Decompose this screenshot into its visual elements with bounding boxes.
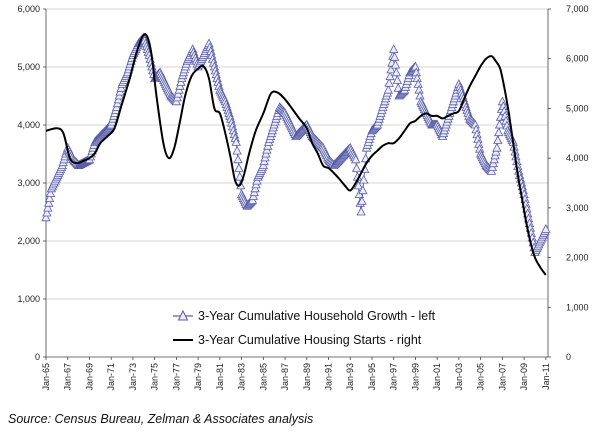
household-growth-point [359, 174, 369, 184]
household-growth-point [353, 180, 364, 190]
household-growth-point [393, 82, 403, 92]
x-tick-label: Jan-79 [193, 363, 203, 391]
household-growth-point [43, 202, 53, 212]
household-growth-point [494, 127, 504, 137]
right-tick-label: 2,000 [566, 253, 589, 263]
household-growth-point [41, 212, 51, 222]
x-tick-label: Jan-71 [106, 363, 116, 391]
household-growth-point [493, 135, 503, 144]
left-tick-label: 6,000 [17, 4, 40, 14]
household-growth-point [44, 193, 55, 202]
gridlines [46, 8, 548, 300]
left-tick-label: 0 [35, 352, 40, 362]
household-growth-point [351, 154, 361, 164]
right-axis-tick-labels: 0 1,000 2,000 3,000 4,000 5,000 6,000 7,000 [548, 4, 589, 362]
household-growth-point [389, 51, 400, 61]
household-growth-point [42, 207, 52, 217]
right-tick-label: 0 [566, 352, 571, 362]
x-tick-label: Jan-97 [389, 363, 399, 391]
left-tick-label: 2,000 [17, 236, 40, 246]
x-tick-label: Jan-85 [258, 363, 268, 391]
x-tick-label: Jan-73 [128, 363, 138, 391]
x-tick-label: Jan-69 [84, 363, 94, 391]
x-tick-label: Jan-07 [497, 363, 507, 391]
housing-starts-line [45, 33, 547, 276]
x-tick-label: Jan-11 [541, 363, 551, 390]
x-tick-label: Jan-03 [454, 363, 464, 391]
left-tick-label: 3,000 [17, 178, 40, 188]
household-growth-point [357, 196, 367, 205]
x-tick-label: Jan-01 [432, 363, 442, 391]
household-growth-point [541, 224, 551, 233]
x-tick-label: Jan-91 [324, 363, 334, 391]
household-growth-point [392, 75, 402, 84]
household-growth-point [356, 206, 366, 216]
x-tick-label: Jan-65 [41, 363, 51, 391]
x-tick-label: Jan-93 [345, 363, 355, 391]
x-tick-label: Jan-05 [476, 363, 486, 391]
x-tick-label: Jan-89 [302, 363, 312, 391]
household-growth-point [231, 137, 241, 146]
household-growth-point [389, 44, 399, 53]
household-growth-point [233, 154, 243, 164]
household-growth-point [235, 171, 245, 181]
household-growth-point [492, 142, 502, 152]
right-tick-label: 3,000 [566, 203, 589, 213]
x-tick-label: Jan-87 [280, 363, 290, 391]
legend-household-label: 3-Year Cumulative Household Growth - lef… [198, 309, 436, 323]
source-note: Source: Census Bureau, Zelman & Associat… [8, 412, 314, 426]
left-axis-tick-labels: 0 1,000 2,000 3,000 4,000 5,000 6,000 [17, 4, 46, 362]
right-tick-label: 5,000 [566, 103, 589, 113]
household-growth-point [358, 185, 368, 195]
x-axis-tick-labels: Jan-65 Jan-67 Jan-69 Jan-71 Jan-73 Jan-75 Jan-… [41, 357, 551, 391]
x-tick-label: Jan-67 [63, 363, 73, 391]
household-growth-point [351, 163, 362, 172]
legend-household-marker [177, 309, 189, 321]
household-growth-point [391, 67, 402, 77]
x-tick-label: Jan-09 [519, 363, 529, 391]
x-tick-label: Jan-95 [367, 363, 377, 391]
x-tick-label: Jan-77 [171, 363, 181, 391]
household-growth-point [383, 84, 393, 94]
x-tick-label: Jan-81 [215, 363, 225, 391]
household-growth-point [390, 59, 401, 69]
household-growth-point [386, 64, 396, 74]
right-tick-label: 7,000 [566, 4, 589, 14]
x-tick-label: Jan-99 [410, 363, 420, 391]
series-housing-starts [45, 33, 547, 276]
household-growth-point [45, 188, 56, 197]
left-tick-label: 5,000 [17, 62, 40, 72]
household-growth-point [44, 197, 54, 207]
household-growth-point [234, 163, 244, 172]
right-tick-label: 1,000 [566, 302, 589, 312]
household-growth-line [45, 37, 547, 255]
legend-starts-label: 3-Year Cumulative Housing Starts - right [198, 333, 422, 347]
left-tick-label: 1,000 [17, 294, 40, 304]
left-tick-label: 4,000 [17, 120, 40, 130]
legend: 3-Year Cumulative Household Growth - lef… [173, 309, 436, 347]
household-growth-point [232, 145, 242, 155]
right-tick-label: 4,000 [566, 153, 589, 163]
household-growth-point [384, 78, 394, 87]
right-tick-label: 6,000 [566, 54, 589, 64]
x-tick-label: Jan-75 [150, 363, 160, 391]
x-tick-label: Jan-83 [237, 363, 247, 391]
